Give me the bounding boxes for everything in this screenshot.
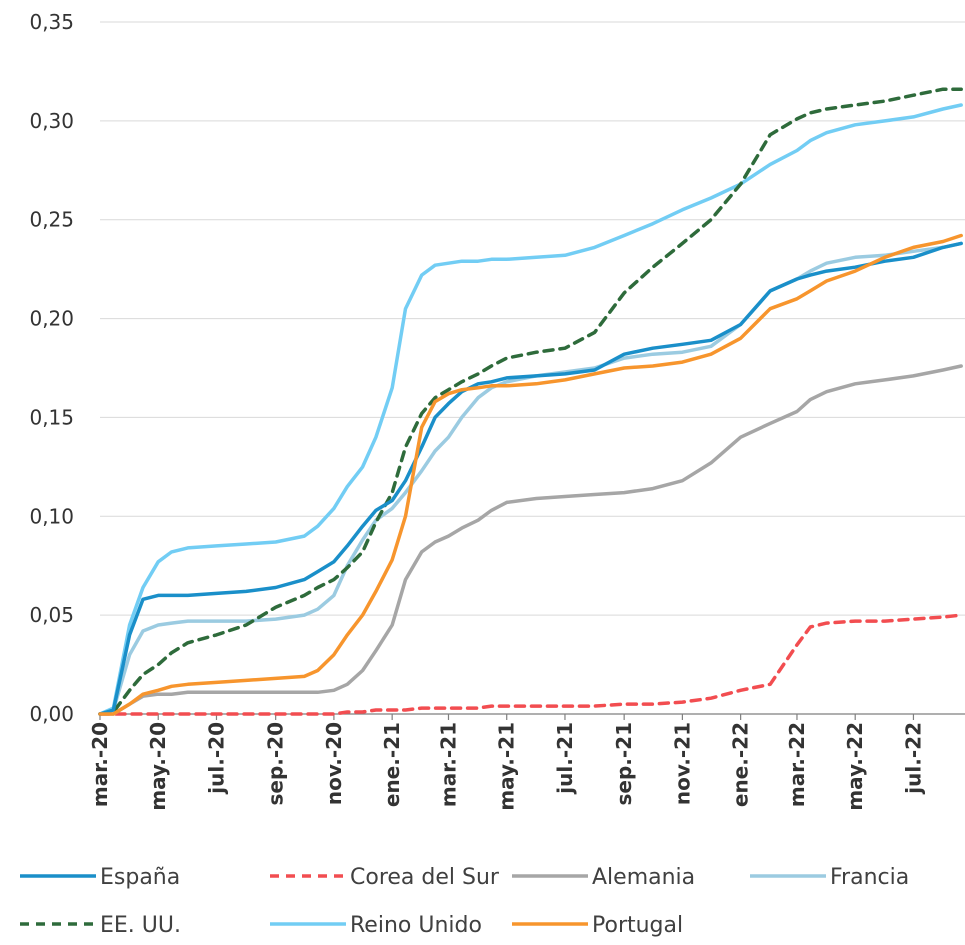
- x-tick-label: mar.-20: [88, 722, 112, 807]
- legend-item: España: [20, 865, 180, 890]
- legend-label: Portugal: [592, 913, 683, 938]
- x-tick-label: may.-21: [495, 722, 519, 811]
- x-tick-label: ene.-22: [729, 722, 753, 807]
- legend-label: Corea del Sur: [350, 865, 500, 890]
- x-tick-label: jul.-21: [553, 722, 577, 795]
- y-tick-label: 0,30: [29, 109, 74, 133]
- legend-label: Francia: [830, 865, 909, 890]
- series-line-alemania: [98, 364, 963, 716]
- series-line-portugal: [98, 233, 963, 716]
- legend-label: España: [100, 865, 180, 890]
- x-tick-label: may.-22: [843, 722, 867, 811]
- legend-item: Alemania: [512, 865, 695, 890]
- y-tick-label: 0,15: [29, 405, 74, 429]
- series-line-ee-uu: [98, 87, 963, 716]
- series-line-corea-del-sur: [98, 613, 963, 716]
- legend-label: Alemania: [592, 865, 695, 890]
- y-tick-label: 0,25: [29, 208, 74, 232]
- legend: España Corea del Sur Alemania Francia EE. UU…: [20, 865, 909, 938]
- x-tick-label: may.-20: [146, 722, 170, 811]
- x-tick-label: jul.-20: [204, 722, 228, 795]
- series-line-reino-unido: [98, 103, 963, 716]
- x-tick-label: sep.-21: [612, 722, 636, 806]
- legend-item: Portugal: [512, 913, 683, 938]
- x-tick-label: mar.-22: [785, 722, 809, 807]
- x-tick-label: nov.-20: [322, 722, 346, 805]
- x-tick-label: jul.-22: [901, 722, 925, 795]
- x-tick-label: nov.-21: [670, 722, 694, 805]
- series-line-españa: [98, 241, 963, 716]
- series-line-francia: [98, 241, 963, 716]
- y-tick-label: 0,10: [29, 504, 74, 528]
- x-tick-label: sep.-20: [264, 722, 288, 806]
- x-tick-label: ene.-21: [380, 722, 404, 807]
- x-tick-label: mar.-21: [436, 722, 460, 807]
- legend-item: Corea del Sur: [270, 865, 500, 890]
- y-tick-label: 0,05: [29, 603, 74, 627]
- y-tick-label: 0,20: [29, 307, 74, 331]
- legend-item: EE. UU.: [20, 913, 181, 938]
- legend-item: Francia: [750, 865, 909, 890]
- y-axis-tick-labels: 0,00 0,05 0,10 0,15 0,20 0,25 0,30 0,35: [29, 10, 74, 726]
- grid-lines: [100, 21, 965, 616]
- y-tick-label: 0,00: [29, 702, 74, 726]
- legend-label: Reino Unido: [350, 913, 482, 938]
- series-lines: [98, 87, 963, 716]
- x-axis-tick-labels: mar.-20 may.-20 jul.-20 sep.-20 nov.-20 ene.-…: [88, 722, 925, 811]
- legend-item: Reino Unido: [270, 913, 482, 938]
- legend-label: EE. UU.: [100, 913, 181, 938]
- y-tick-label: 0,35: [29, 10, 74, 34]
